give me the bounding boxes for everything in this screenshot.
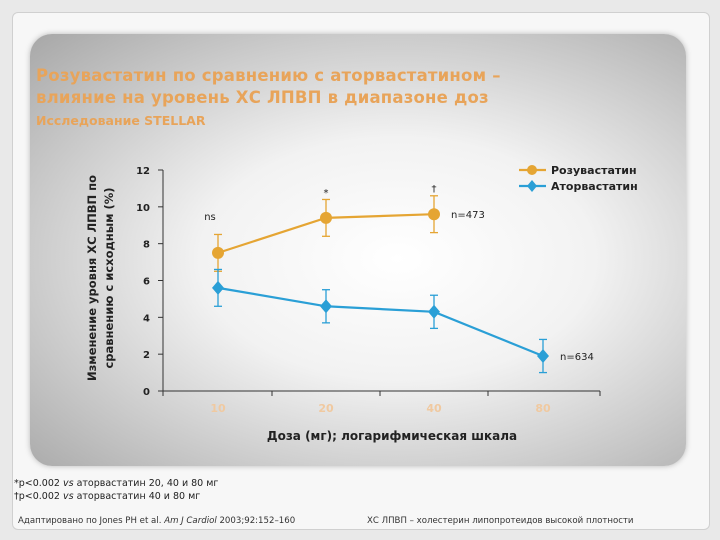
x-tick-label: 20 — [318, 402, 334, 415]
data-point — [320, 299, 332, 314]
series-2 — [212, 268, 549, 374]
footnote-1-vs: vs — [62, 478, 74, 489]
slide-subtitle: Исследование STELLAR — [36, 113, 206, 128]
footnote-2-text: аторвастатин 40 и 80 мг — [73, 491, 201, 502]
annotation-label: n=634 — [560, 352, 594, 363]
y-tick-label: 2 — [143, 350, 150, 361]
series-line — [217, 286, 544, 358]
x-axis-label: Доза (мг); логарифмическая шкала — [267, 429, 517, 443]
x-ticks: 10 20 40 80 — [162, 391, 601, 415]
y-tick-label: 0 — [143, 387, 150, 398]
reference-suffix: 2003;92:152–160 — [216, 516, 296, 526]
data-point — [537, 349, 549, 364]
data-point — [428, 304, 440, 319]
y-axis-label-line1: Изменение уровня ХС ЛПВП по — [85, 175, 99, 381]
footnote-1-text: аторвастатин 20, 40 и 80 мг — [73, 478, 219, 489]
series-layer — [212, 195, 549, 374]
footnotes: *p<0.002 vs аторвастатин 20, 40 и 80 мг … — [14, 477, 218, 503]
legend-item: Аторвастатин — [519, 180, 638, 193]
legend-marker — [527, 180, 537, 192]
x-tick-label: 10 — [210, 402, 226, 415]
data-point — [212, 246, 224, 259]
footnote-1-symbol: *p<0.002 — [14, 478, 63, 489]
slide-title: Розувастатин по сравнению с аторвастатин… — [36, 65, 686, 109]
annotation-label: n=473 — [451, 210, 485, 221]
y-tick-label: 8 — [143, 240, 150, 251]
y-tick-label: 4 — [143, 313, 150, 324]
annotation-label: * — [324, 188, 329, 199]
series-1 — [212, 195, 440, 272]
abbreviation-note: ХС ЛПВП – холестерин липопротеидов высок… — [367, 516, 634, 526]
y-tick-label: 10 — [136, 203, 150, 214]
y-axis-label: Изменение уровня ХС ЛПВП по сравнению с … — [85, 175, 116, 381]
reference: Адаптировано по Jones PH et al. Am J Car… — [18, 516, 295, 526]
footnote-1: *p<0.002 vs аторвастатин 20, 40 и 80 мг — [14, 477, 218, 490]
legend-label: Аторвастатин — [551, 180, 638, 193]
legend-label: Розувастатин — [551, 164, 637, 177]
y-axis-label-line2: сравнению с исходным (%) — [102, 187, 116, 368]
legend-marker — [527, 165, 537, 175]
reference-prefix: Адаптировано по Jones PH et al. — [18, 516, 165, 526]
footnote-2-symbol: †p<0.002 — [14, 491, 63, 502]
footnote-2: †p<0.002 vs аторвастатин 40 и 80 мг — [14, 490, 218, 503]
annotation-layer: ns * † n=473 n=634 — [204, 184, 594, 363]
y-ticks: 0 2 4 6 8 10 12 — [136, 166, 163, 398]
annotation-label: † — [432, 184, 437, 195]
annotation-label: ns — [204, 212, 216, 223]
reference-journal: Am J Cardiol — [164, 516, 217, 526]
y-tick-label: 12 — [136, 166, 150, 177]
y-tick-label: 6 — [143, 277, 150, 288]
slide-title-line1: Розувастатин по сравнению с аторвастатин… — [36, 66, 501, 85]
x-tick-label: 40 — [426, 402, 442, 415]
chart-panel — [30, 34, 686, 466]
x-tick-label: 80 — [535, 402, 551, 415]
data-point — [320, 211, 332, 224]
slide-title-line2: влияние на уровень ХС ЛПВП в диапазоне д… — [36, 88, 489, 107]
footnote-2-vs: vs — [62, 491, 74, 502]
data-point — [428, 208, 440, 221]
chart-axes — [162, 170, 600, 392]
chart-legend: Розувастатин Аторвастатин — [519, 164, 638, 193]
data-point — [212, 280, 224, 295]
legend-item: Розувастатин — [519, 164, 637, 177]
